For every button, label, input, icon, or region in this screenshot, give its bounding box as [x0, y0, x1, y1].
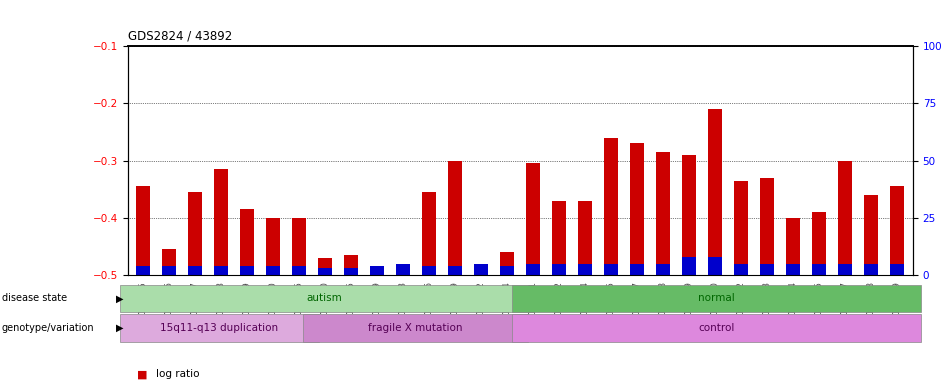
Bar: [734, 180, 748, 275]
Bar: [838, 161, 852, 275]
Bar: [552, 200, 567, 275]
Bar: [630, 263, 644, 275]
Bar: [214, 266, 228, 275]
Bar: [682, 155, 696, 275]
Bar: [292, 266, 307, 275]
Bar: [709, 257, 723, 275]
Bar: [526, 263, 540, 275]
Bar: [188, 192, 202, 275]
Bar: [500, 252, 515, 275]
Bar: [344, 255, 359, 275]
Bar: [162, 266, 177, 275]
Bar: [396, 263, 411, 275]
Bar: [500, 266, 515, 275]
Bar: [136, 266, 150, 275]
Bar: [513, 285, 920, 312]
Bar: [578, 263, 592, 275]
Text: log ratio: log ratio: [156, 369, 200, 379]
Bar: [422, 266, 436, 275]
Bar: [813, 212, 827, 275]
Bar: [604, 137, 619, 275]
Bar: [422, 192, 436, 275]
Bar: [240, 209, 254, 275]
Bar: [120, 285, 528, 312]
Bar: [292, 218, 307, 275]
Text: ▶: ▶: [116, 323, 124, 333]
Bar: [318, 268, 332, 275]
Bar: [513, 314, 920, 342]
Bar: [188, 266, 202, 275]
Bar: [344, 268, 359, 275]
Text: genotype/variation: genotype/variation: [2, 323, 95, 333]
Text: disease state: disease state: [2, 293, 67, 303]
Bar: [761, 263, 775, 275]
Bar: [552, 263, 567, 275]
Text: 15q11-q13 duplication: 15q11-q13 duplication: [160, 323, 278, 333]
Bar: [890, 186, 904, 275]
Bar: [266, 266, 280, 275]
Bar: [864, 195, 879, 275]
Bar: [318, 258, 332, 275]
Bar: [526, 163, 540, 275]
Bar: [734, 263, 748, 275]
Bar: [448, 266, 463, 275]
Bar: [162, 249, 177, 275]
Text: ■: ■: [137, 369, 148, 379]
Bar: [709, 109, 723, 275]
Text: fragile X mutation: fragile X mutation: [368, 323, 463, 333]
Bar: [786, 218, 800, 275]
Bar: [813, 263, 827, 275]
Bar: [761, 178, 775, 275]
Bar: [657, 152, 671, 275]
Bar: [136, 186, 150, 275]
Bar: [370, 266, 384, 275]
Text: autism: autism: [307, 293, 342, 303]
Bar: [657, 263, 671, 275]
Bar: [682, 257, 696, 275]
Bar: [448, 161, 463, 275]
Text: GDS2824 / 43892: GDS2824 / 43892: [128, 29, 232, 42]
Bar: [864, 263, 879, 275]
Bar: [120, 314, 319, 342]
Bar: [786, 263, 800, 275]
Bar: [630, 143, 644, 275]
Bar: [240, 266, 254, 275]
Bar: [578, 200, 592, 275]
Bar: [266, 218, 280, 275]
Bar: [396, 272, 411, 275]
Text: ▶: ▶: [116, 293, 124, 303]
Bar: [370, 269, 384, 275]
Bar: [303, 314, 528, 342]
Bar: [214, 169, 228, 275]
Bar: [474, 269, 488, 275]
Bar: [838, 263, 852, 275]
Text: normal: normal: [698, 293, 735, 303]
Bar: [474, 263, 488, 275]
Bar: [890, 263, 904, 275]
Text: control: control: [698, 323, 735, 333]
Bar: [604, 263, 619, 275]
